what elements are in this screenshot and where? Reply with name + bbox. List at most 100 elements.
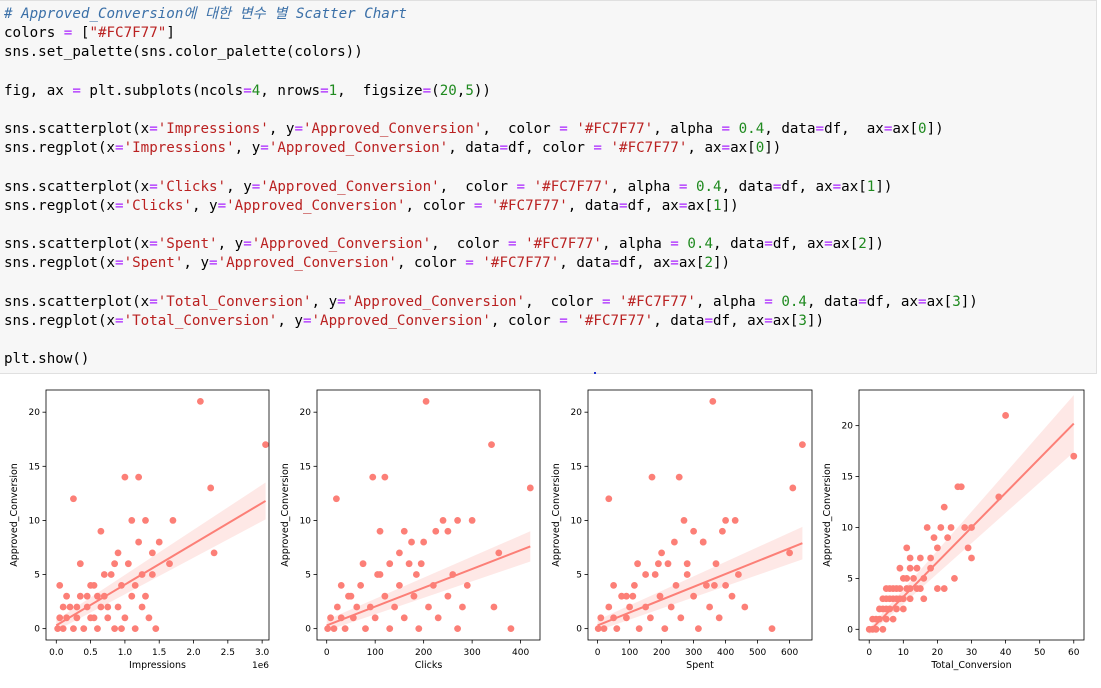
code-token: sns.regplot(x [4, 140, 116, 157]
data-point [166, 560, 173, 568]
x-tick-label: 1.0 [118, 648, 133, 658]
code-token: 2 [704, 255, 714, 272]
code-token: df, ax [866, 293, 919, 310]
code-line [4, 216, 978, 235]
plot-frame [316, 389, 541, 641]
code-token: 'Approved_Conversion' [251, 236, 432, 253]
code-cell[interactable]: # Approved_Conversion에 대한 변수 별 Scatter C… [0, 0, 1097, 374]
code-token: 0.4 [781, 293, 807, 310]
chart-panel-4: 0 10 20 30 40 50 60 0 5 10 15 20 Total_Conversion App… [822, 389, 1085, 671]
data-point [906, 595, 914, 603]
code-token: , color [405, 197, 474, 214]
data-point [906, 564, 914, 572]
code-token: 'Impressions' [123, 140, 235, 157]
code-token: = [243, 236, 252, 253]
data-point [330, 625, 338, 633]
x-tick-label: 200 [653, 648, 670, 658]
code-line [4, 63, 978, 82]
code-token: ] [166, 25, 175, 42]
code-token: , y [277, 313, 303, 329]
y-tick-label: 15 [29, 462, 40, 472]
data-point [111, 560, 119, 568]
code-token: = [610, 255, 620, 272]
code-token: # Approved_Conversion에 대한 변수 별 Scatter C… [4, 6, 407, 22]
code-token: 0.4 [695, 178, 722, 195]
code-token: = [243, 82, 252, 99]
text-cursor [594, 372, 596, 374]
regression-line [868, 422, 1075, 633]
code-token: 20 [439, 82, 457, 99]
data-point [73, 614, 81, 622]
data-point [789, 484, 797, 492]
data-point [420, 538, 428, 546]
data-point [434, 614, 442, 622]
code-token: 'Approved_Conversion' [345, 293, 526, 310]
data-point [432, 527, 440, 535]
code-token: '#FC7F77' [576, 121, 654, 138]
data-point [66, 603, 74, 611]
code-token: '#FC7F77' [576, 313, 654, 329]
data-point [444, 592, 452, 600]
code-token: , [456, 82, 466, 99]
code-token: , y [226, 178, 252, 195]
code-token: ]) [960, 293, 978, 310]
code-line: sns.set_palette(sns.color_palette(colors… [4, 43, 978, 62]
code-token: 'Clicks' [157, 178, 227, 195]
code-token: '#FC7F77' [619, 293, 696, 310]
data-point [362, 625, 369, 633]
data-point [712, 560, 720, 568]
data-point [715, 614, 723, 622]
y-tick-label: 20 [29, 408, 41, 418]
code-token: = [209, 255, 218, 272]
regression-line [55, 500, 267, 627]
data-point [731, 517, 739, 524]
data-point [741, 603, 749, 611]
data-point [59, 603, 67, 611]
code-token: , data [764, 121, 816, 138]
data-point [80, 625, 88, 633]
code-token: , figsize [337, 82, 423, 99]
code-token: , data [653, 313, 705, 329]
data-point [903, 544, 911, 552]
data-point [642, 571, 649, 578]
code-token: 'Approved_Conversion' [226, 197, 406, 214]
code-token: = [721, 121, 731, 138]
x-axis-label: Total_Conversion [930, 660, 1011, 671]
data-point [118, 625, 125, 633]
code-token [602, 140, 611, 156]
data-point [488, 441, 495, 449]
data-point [920, 595, 928, 603]
y-tick-label: 5 [305, 571, 311, 581]
data-point [613, 625, 621, 633]
data-point [422, 397, 430, 405]
data-point [148, 549, 156, 557]
x-tick-label: 40 [1000, 648, 1012, 658]
code-token: , color [490, 313, 560, 329]
data-point [1002, 412, 1009, 419]
code-token: , y [268, 121, 295, 138]
x-axis-label: Impressions [129, 660, 186, 671]
y-tick-label: 10 [571, 516, 583, 526]
data-point [690, 527, 697, 535]
data-point [114, 603, 122, 611]
data-point [121, 614, 129, 622]
code-line: sns.scatterplot(x='Clicks', y='Approved_… [4, 178, 978, 197]
code-token: = [593, 140, 602, 157]
code-editor[interactable]: # Approved_Conversion에 대한 변수 별 Scatter C… [4, 5, 978, 370]
code-token: = [559, 121, 568, 138]
code-token: , alpha [610, 178, 679, 195]
code-token: = [294, 121, 303, 138]
data-point [507, 625, 515, 633]
code-token: , nrows [260, 82, 321, 99]
code-token [482, 198, 491, 214]
code-token: = [559, 313, 568, 329]
code-token: , y [217, 236, 244, 253]
code-token: = [764, 313, 773, 329]
data-point [454, 517, 461, 524]
data-point [87, 581, 94, 589]
data-point [944, 534, 952, 542]
x-tick-label: 100 [367, 648, 384, 658]
code-token: , color [482, 121, 560, 138]
data-point [97, 527, 105, 535]
code-token: = [704, 313, 713, 329]
